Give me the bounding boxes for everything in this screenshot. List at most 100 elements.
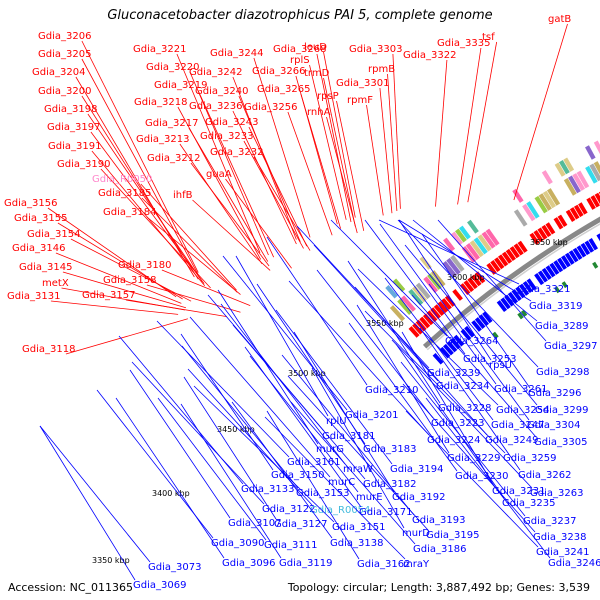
reverse-label-leader <box>193 385 335 523</box>
forward-label-leader <box>179 143 263 265</box>
forward-gene-label: Gdia_3218 <box>134 97 187 108</box>
reverse-label-leader <box>402 383 536 533</box>
forward-gene-label: Gdia_3200 <box>38 86 91 97</box>
forward-cds-block <box>578 202 588 215</box>
reverse-label-leader <box>364 219 466 355</box>
reverse-label-leader <box>397 219 539 368</box>
forward-label-leader <box>146 284 241 313</box>
reverse-label-leader <box>181 345 299 489</box>
reverse-label-leader <box>378 219 520 285</box>
reverse-cds-block <box>439 346 451 359</box>
forward-gene-label: Gdia_3242 <box>189 67 242 78</box>
cog-track-block <box>522 203 536 222</box>
forward-label-leader <box>387 73 398 212</box>
forward-cds-block <box>509 246 520 259</box>
tick-label: 3450 kbp <box>217 425 255 434</box>
reverse-label-leader <box>400 361 526 517</box>
reverse-gene-label: Gdia_3127 <box>274 519 327 530</box>
forward-cds-block <box>501 251 513 264</box>
reverse-gene-label: Gdia_3238 <box>533 532 586 543</box>
reverse-gene-label: mraY <box>403 559 430 570</box>
forward-cds-block <box>486 262 497 275</box>
reverse-gene-label: Gdia_3230 <box>455 471 508 482</box>
reverse-gene-label: Gdia_3122 <box>262 504 315 515</box>
forward-label-leader <box>140 183 237 291</box>
forward-cds-block <box>463 280 475 293</box>
reverse-gene-label: Gdia_3262 <box>518 470 571 481</box>
reverse-label-leader <box>293 331 395 493</box>
forward-gene-label: Gdia_3240 <box>195 86 248 97</box>
reverse-gene-label: mraW <box>343 464 373 475</box>
cog-track-block <box>547 188 561 206</box>
reverse-gene-label: Gdia_3228 <box>438 403 491 414</box>
reverse-gene-label: Gdia_3223 <box>431 418 484 429</box>
reverse-cds-block <box>432 352 444 365</box>
forward-gene-label: leuD <box>304 42 327 53</box>
forward-label-leader <box>243 140 304 249</box>
forward-label-leader <box>323 51 356 218</box>
reverse-cds-block <box>450 337 461 350</box>
forward-cds-block <box>444 295 456 307</box>
reverse-label-leader <box>398 219 532 302</box>
cog-track-block <box>397 298 413 315</box>
reverse-label-leader <box>437 219 547 342</box>
forward-gene-label: Gdia_3265 <box>257 84 310 95</box>
reverse-cds-block <box>576 245 587 258</box>
reverse-cds-block <box>478 314 490 327</box>
reverse-label-leader <box>425 397 551 559</box>
reverse-gene-label: Gdia_3254 <box>496 405 549 416</box>
reverse-label-leader <box>189 316 331 478</box>
cog-track-block <box>423 276 439 293</box>
forward-cds-block <box>474 271 486 284</box>
reverse-gene-label: murE <box>356 492 383 503</box>
reverse-gene-label: Gdia_3298 <box>536 367 589 378</box>
reverse-gene-label: Gdia_3305 <box>534 437 587 448</box>
forward-gene-label: rplS <box>290 55 310 66</box>
forward-gene-label: Gdia_3335 <box>437 38 490 49</box>
forward-label-leader <box>50 300 179 315</box>
reverse-label-leader <box>391 339 533 489</box>
cog-track-block <box>450 254 465 272</box>
reverse-gene-label: Gdia_R0054 <box>310 505 370 516</box>
cog-track-block <box>469 240 484 258</box>
forward-label-leader <box>146 216 241 295</box>
reverse-gene-label: rpsU <box>489 360 512 371</box>
cog-track-block <box>485 228 500 246</box>
forward-gene-label: Gdia_3158 <box>103 275 156 286</box>
cog-track-block <box>568 175 581 194</box>
cog-track-block <box>589 163 600 182</box>
reverse-gene-label: Gdia_3107 <box>228 518 281 529</box>
forward-cds-block <box>441 298 452 310</box>
forward-cds-block <box>505 248 516 261</box>
reverse-gene-label: Gdia_3234 <box>436 381 489 392</box>
forward-label-leader <box>513 23 568 201</box>
reverse-cds-block <box>557 257 567 270</box>
forward-gene-label: Gdia_3303 <box>349 44 402 55</box>
forward-cds-block <box>594 192 600 205</box>
cog-track-block <box>526 201 540 219</box>
forward-cds-block <box>430 307 442 320</box>
forward-gene-label: Gdia_3213 <box>136 134 189 145</box>
reverse-label-leader <box>129 369 231 519</box>
reverse-cds-block <box>511 289 522 302</box>
reverse-gene-label: Gdia_3193 <box>412 515 465 526</box>
tick-label: 3500 kbp <box>288 369 326 378</box>
forward-cds-block <box>545 222 556 235</box>
reverse-cds-block <box>545 265 556 278</box>
forward-gene-label: Gdia_3184 <box>103 207 156 218</box>
forward-label-leader <box>379 87 393 214</box>
forward-gene-label: Gdia_3236 <box>189 101 242 112</box>
reverse-label-leader <box>354 286 488 436</box>
forward-label-leader <box>232 110 297 245</box>
forward-gene-label: Gdia_3256 <box>244 102 297 113</box>
forward-cds-block <box>541 224 552 238</box>
cog-track-block <box>576 170 590 189</box>
reverse-gene-label: Gdia_3246 <box>548 558 600 569</box>
forward-cds-block <box>494 257 505 270</box>
reverse-gene-label: Gdia_3201 <box>345 410 398 421</box>
forward-cds-block <box>537 227 548 240</box>
reverse-gene-label: rplU <box>326 416 347 427</box>
reverse-cds-block <box>534 273 545 286</box>
reverse-label-leader <box>115 397 225 559</box>
